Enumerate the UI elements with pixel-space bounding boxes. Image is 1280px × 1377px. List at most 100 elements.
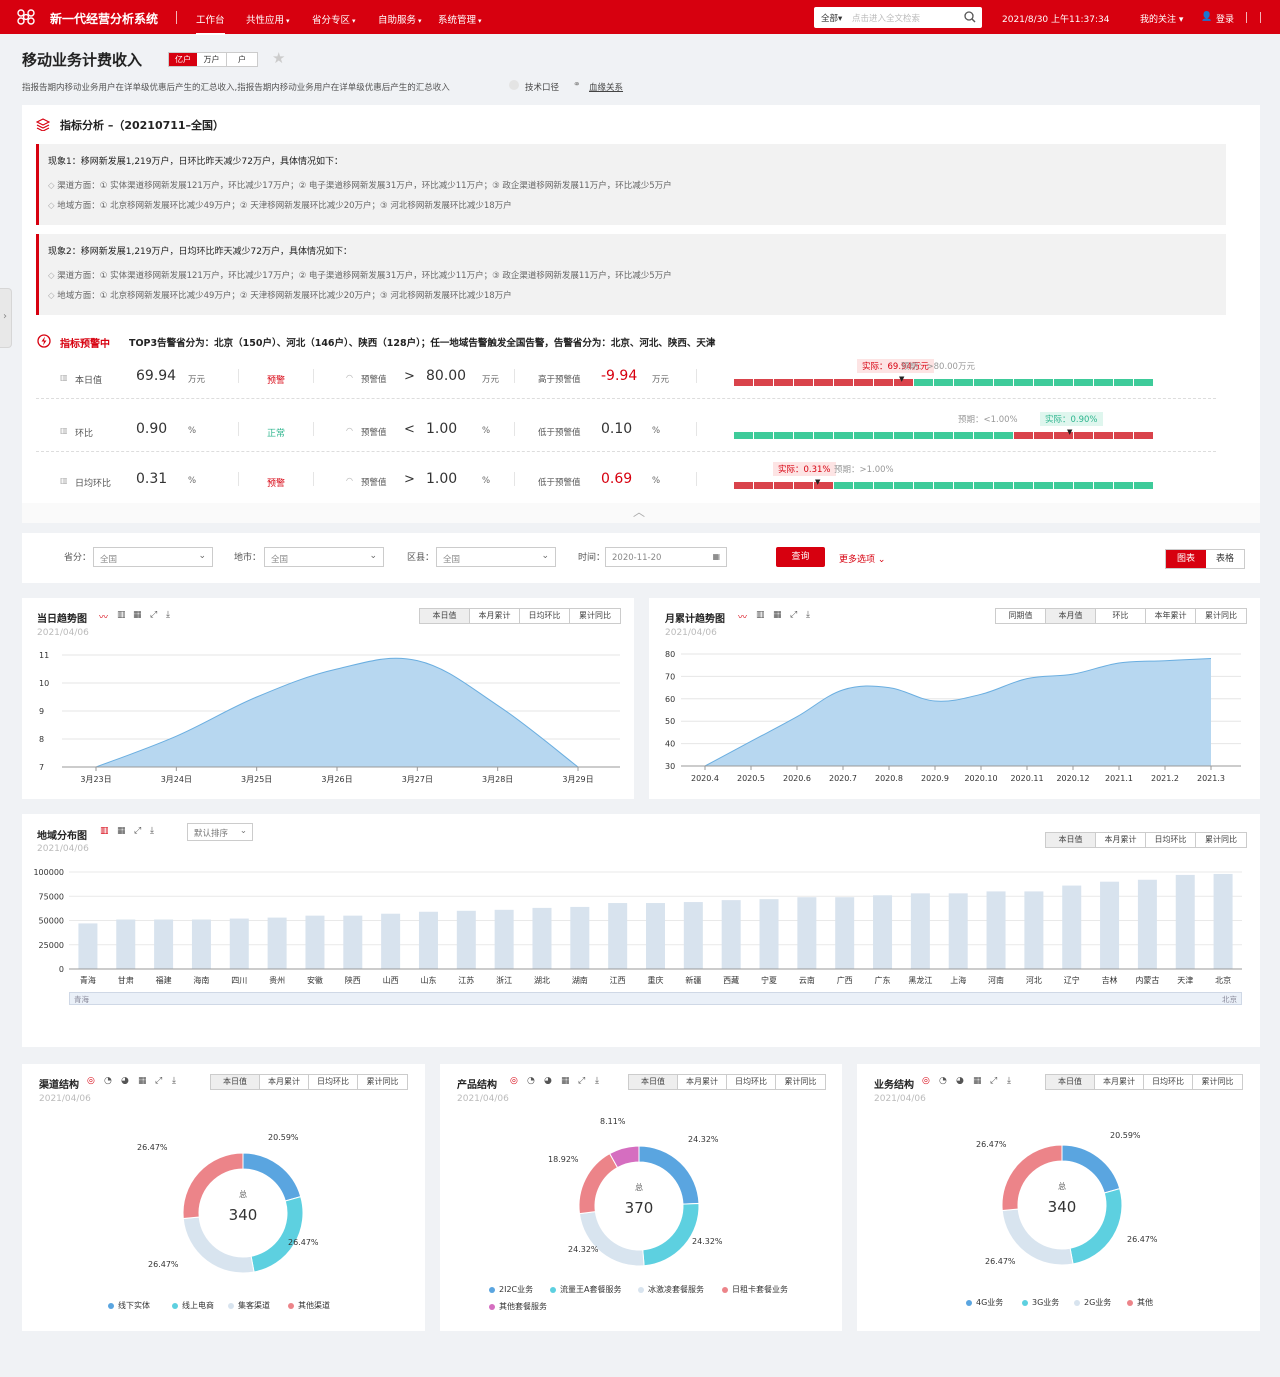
legend-item[interactable]: 其他渠道: [288, 1300, 330, 1311]
donut-tab[interactable]: 日均环比: [727, 1075, 776, 1089]
table-icon[interactable]: ▦: [138, 1076, 147, 1086]
tab-daily-value[interactable]: 本日值: [1046, 833, 1096, 847]
ring-icon[interactable]: ◕: [544, 1076, 552, 1086]
table-icon[interactable]: ▦: [561, 1076, 570, 1086]
bar[interactable]: [532, 907, 552, 969]
legend-item[interactable]: 线上电商: [172, 1300, 214, 1311]
donut-tab[interactable]: 本日值: [1046, 1075, 1095, 1089]
county-select[interactable]: 全国 ⌄: [436, 547, 556, 567]
legend-item[interactable]: 其他套餐服务: [489, 1301, 547, 1312]
bar[interactable]: [418, 911, 438, 969]
legend-item[interactable]: 冰激凌套餐服务: [638, 1284, 704, 1295]
donut-slice[interactable]: [638, 1145, 700, 1205]
bar[interactable]: [570, 906, 590, 969]
download-icon[interactable]: ⤓: [166, 610, 170, 620]
global-search[interactable]: 全部▾ 点击进入全文检索: [814, 7, 982, 28]
tab-year-cum[interactable]: 本年累计: [1146, 609, 1196, 623]
donut-slice[interactable]: [182, 1216, 255, 1274]
pie-icon[interactable]: ◔: [104, 1076, 112, 1086]
bar[interactable]: [1062, 885, 1082, 969]
bar[interactable]: [229, 918, 249, 969]
bar-chart-icon[interactable]: ▥: [117, 610, 126, 620]
table-icon[interactable]: ▦: [773, 610, 782, 620]
expand-icon[interactable]: ⤢: [790, 610, 798, 620]
bar[interactable]: [1100, 881, 1120, 969]
legend-item[interactable]: 日租卡套餐业务: [722, 1284, 788, 1295]
bar[interactable]: [456, 910, 476, 969]
donut-slice[interactable]: [609, 1145, 640, 1169]
login-link[interactable]: 登录: [1216, 15, 1235, 25]
bar[interactable]: [191, 919, 211, 969]
expand-icon[interactable]: ⤢: [990, 1076, 998, 1086]
region-tabs[interactable]: 本日值 本月累计 日均环比 累计同比: [1045, 832, 1247, 848]
sort-select[interactable]: 默认排序 ⌄: [187, 823, 253, 841]
bar[interactable]: [267, 917, 287, 969]
bar[interactable]: [343, 915, 363, 969]
bar[interactable]: [797, 897, 817, 969]
tab-daily-value[interactable]: 本日值: [420, 609, 470, 623]
tab-month-value[interactable]: 本月值: [1046, 609, 1096, 623]
donut-tab[interactable]: 累计同比: [1193, 1075, 1242, 1089]
query-button[interactable]: 查询: [776, 547, 825, 567]
city-select[interactable]: 全国 ⌄: [264, 547, 384, 567]
bar[interactable]: [1137, 879, 1157, 969]
donut-icon[interactable]: ◎: [922, 1076, 930, 1086]
donut-tab[interactable]: 本日值: [211, 1075, 260, 1089]
bar[interactable]: [116, 919, 136, 969]
tab-daily-avg-mom[interactable]: 日均环比: [520, 609, 570, 623]
unit-option-hu[interactable]: 户: [227, 53, 257, 66]
line-chart-icon[interactable]: 〰: [99, 613, 109, 623]
unit-switch[interactable]: 亿户 万户 户: [168, 52, 258, 67]
sidebar-toggle[interactable]: ›: [0, 288, 12, 348]
bar[interactable]: [683, 902, 703, 969]
legend-item[interactable]: 4G业务: [966, 1297, 1003, 1308]
tab-cum-yoy[interactable]: 累计同比: [1196, 609, 1246, 623]
date-input[interactable]: 2020-11-20 ▦: [605, 547, 727, 567]
donut-tab[interactable]: 本月累计: [678, 1075, 727, 1089]
donut-slice[interactable]: [1001, 1144, 1063, 1212]
expand-icon[interactable]: ⤢: [578, 1076, 586, 1086]
bar[interactable]: [835, 897, 855, 969]
bar-chart-icon[interactable]: ▥: [100, 826, 109, 836]
zoom-slider[interactable]: 青海 北京: [69, 992, 1242, 1005]
table-icon[interactable]: ▦: [133, 610, 142, 620]
province-select[interactable]: 全国 ⌄: [93, 547, 213, 567]
search-input[interactable]: 点击进入全文检索: [852, 14, 921, 24]
table-icon[interactable]: ▦: [117, 826, 126, 836]
donut-slice[interactable]: [182, 1152, 244, 1220]
tab-mom[interactable]: 环比: [1096, 609, 1146, 623]
donut-icon[interactable]: ◎: [87, 1076, 95, 1086]
lineage-link[interactable]: 血缘关系: [589, 83, 624, 93]
tech-caliber-link[interactable]: 技术口径: [525, 83, 560, 93]
tab-month-cum[interactable]: 本月累计: [1096, 833, 1146, 847]
donut-icon[interactable]: ◎: [510, 1076, 518, 1086]
donut-tab[interactable]: 日均环比: [309, 1075, 358, 1089]
donut-tab[interactable]: 本日值: [629, 1075, 678, 1089]
bar[interactable]: [910, 893, 930, 969]
monthly-trend-tabs[interactable]: 同期值 本月值 环比 本年累计 累计同比: [995, 608, 1247, 624]
bar[interactable]: [494, 909, 514, 969]
nav-common-apps[interactable]: 共性应用 ▾: [246, 12, 290, 26]
tab-daily-avg-mom[interactable]: 日均环比: [1146, 833, 1196, 847]
download-icon[interactable]: ⤓: [172, 1076, 176, 1086]
search-icon[interactable]: [964, 11, 976, 23]
download-icon[interactable]: ⤓: [150, 826, 154, 836]
donut-slice[interactable]: [578, 1211, 645, 1267]
donut-tab[interactable]: 本月累计: [1095, 1075, 1144, 1089]
bar[interactable]: [646, 903, 665, 969]
pie-icon[interactable]: ◔: [939, 1076, 947, 1086]
bar-chart-icon[interactable]: ▥: [756, 610, 765, 620]
ring-icon[interactable]: ◕: [121, 1076, 129, 1086]
pie-icon[interactable]: ◔: [527, 1076, 535, 1086]
legend-item[interactable]: 3G业务: [1022, 1297, 1059, 1308]
nav-system[interactable]: 系统管理 ▾: [438, 12, 482, 26]
unit-option-wan[interactable]: 万户: [197, 53, 227, 66]
bar[interactable]: [873, 895, 893, 969]
daily-trend-tabs[interactable]: 本日值 本月累计 日均环比 累计同比: [419, 608, 621, 624]
donut-tabs[interactable]: 本日值 本月累计 日均环比 累计同比: [1045, 1074, 1243, 1090]
legend-item[interactable]: 集客渠道: [228, 1300, 270, 1311]
view-table-button[interactable]: 表格: [1206, 550, 1244, 568]
unit-option-yi[interactable]: 亿户: [169, 53, 197, 66]
collapse-bar[interactable]: ︿: [22, 503, 1260, 523]
legend-item[interactable]: 线下实体: [108, 1300, 150, 1311]
